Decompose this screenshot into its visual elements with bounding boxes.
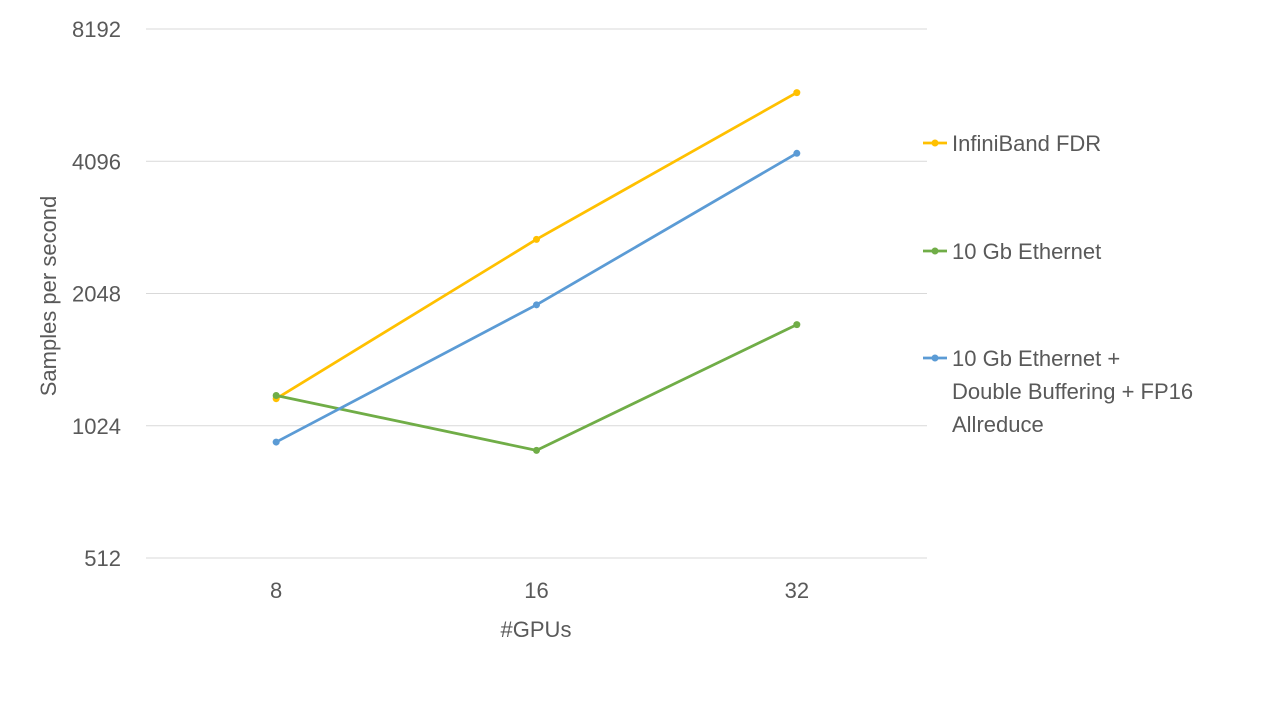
y-tick-label: 512 (84, 546, 121, 571)
x-tick-label: 8 (270, 578, 282, 603)
series-3 (272, 149, 801, 446)
legend-swatch-marker (931, 247, 939, 255)
legend-label: 10 Gb Ethernet (952, 239, 1101, 264)
gridlines (146, 28, 927, 559)
series-1 (272, 89, 801, 403)
y-tick-label: 2048 (72, 282, 121, 307)
data-point (533, 446, 540, 454)
data-point (793, 89, 801, 97)
data-point (793, 149, 801, 157)
x-axis-tick-labels: 8 16 32 (270, 578, 809, 603)
legend-item: 10 Gb Ethernet + Double Buffering + FP16 A… (923, 346, 1193, 437)
series-line (274, 323, 799, 452)
series-line (274, 151, 799, 444)
y-axis-title: Samples per second (36, 196, 61, 397)
series-lines (272, 89, 801, 454)
data-point (793, 321, 801, 329)
y-tick-label: 4096 (72, 149, 121, 174)
x-tick-label: 32 (785, 578, 809, 603)
data-point (533, 235, 540, 243)
series-2 (272, 321, 801, 454)
y-axis-tick-labels: 512 1024 2048 4096 8192 (72, 17, 121, 571)
legend-label: InfiniBand FDR (952, 131, 1101, 156)
data-point (533, 301, 540, 309)
series-line (274, 91, 799, 401)
legend-label: Allreduce (952, 412, 1044, 437)
legend-item: 10 Gb Ethernet (923, 239, 1101, 264)
x-axis-title: #GPUs (501, 617, 572, 642)
legend-label: 10 Gb Ethernet + (952, 346, 1120, 371)
data-point (272, 391, 280, 399)
y-tick-label: 1024 (72, 414, 121, 439)
legend-label: Double Buffering + FP16 (952, 379, 1193, 404)
legend-swatch-marker (931, 354, 939, 362)
legend-swatch-marker (931, 139, 939, 147)
y-tick-label: 8192 (72, 17, 121, 42)
legend-item: InfiniBand FDR (923, 131, 1101, 156)
legend: InfiniBand FDR 10 Gb Ethernet 10 Gb Ethern… (923, 131, 1193, 437)
x-tick-label: 16 (524, 578, 548, 603)
data-point (272, 438, 280, 446)
